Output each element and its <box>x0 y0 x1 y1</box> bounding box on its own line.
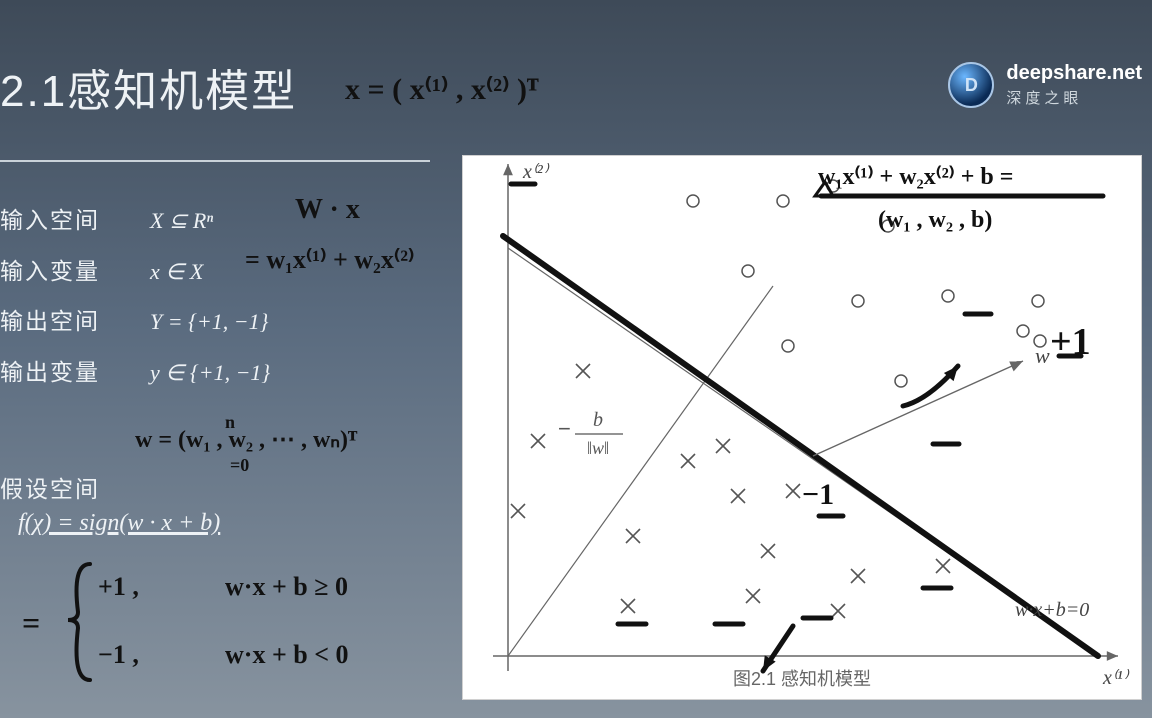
handwriting-text: +1 <box>1050 320 1091 364</box>
def-row: 输出变量y ∈ {+1, −1} <box>0 347 270 398</box>
handwriting-text: (w₁ , w₂ , b) <box>878 207 992 234</box>
hypothesis-label: 假设空间 <box>0 470 220 504</box>
handwriting-text: w·x + b ≥ 0 <box>225 572 348 602</box>
def-math: X ⊆ Rⁿ <box>150 197 213 245</box>
def-math: y ∈ {+1, −1} <box>150 349 270 397</box>
handwriting-text: w₁x⁽¹⁾ + w₂x⁽²⁾ + b = <box>818 162 1013 191</box>
def-math: Y = {+1, −1} <box>150 298 268 346</box>
perceptron-figure: x⁽²⁾x⁽¹⁾ww·x+b=0−b‖w‖ 图2.1 感知机模型 <box>462 155 1142 700</box>
brand-logo-letter: D <box>965 75 978 96</box>
hypothesis-math: f(χ) = sign(w · x + b) <box>0 510 220 537</box>
brand-logo-icon: D <box>948 62 994 108</box>
brand: D deepshare.net 深度之眼 <box>948 62 1142 108</box>
handwriting-text: +1 , <box>98 572 139 602</box>
svg-text:‖w‖: ‖w‖ <box>587 438 609 458</box>
def-math: x ∈ X <box>150 248 203 296</box>
handwriting-text: w = (w₁ , w₂ , ⋯ , wₙ)ᵀ <box>135 425 357 454</box>
def-row: 输出空间Y = {+1, −1} <box>0 296 270 347</box>
svg-text:b: b <box>593 409 603 431</box>
title-divider <box>0 160 430 162</box>
svg-text:x⁽¹⁾: x⁽¹⁾ <box>1102 667 1130 689</box>
handwriting-text: −1 , <box>98 640 139 670</box>
def-label: 输入变量 <box>0 246 150 297</box>
svg-text:−: − <box>558 416 571 441</box>
handwriting-text: n <box>225 412 235 433</box>
handwriting-text: w·x + b < 0 <box>225 640 349 670</box>
handwriting-text: x = ( x⁽¹⁾ , x⁽²⁾ )ᵀ <box>345 72 539 107</box>
handwriting-text: −1 <box>802 478 834 512</box>
def-label: 输出变量 <box>0 347 150 398</box>
hypothesis-block: 假设空间 f(χ) = sign(w · x + b) <box>0 470 220 537</box>
piecewise-brace-icon <box>66 560 100 688</box>
def-label: 输出空间 <box>0 296 150 347</box>
definitions-block: 输入空间X ⊆ Rⁿ 输入变量x ∈ X 输出空间Y = {+1, −1} 输出… <box>0 195 270 397</box>
slide: 2.1感知机模型 D deepshare.net 深度之眼 输入空间X ⊆ Rⁿ… <box>0 0 1152 718</box>
brand-name: deepshare.net <box>1006 62 1142 85</box>
handwriting-text: = w₁x⁽¹⁾ + w₂x⁽²⁾ <box>245 245 414 275</box>
def-row: 输入变量x ∈ X <box>0 246 270 297</box>
figure-svg: x⁽²⁾x⁽¹⁾ww·x+b=0−b‖w‖ <box>463 156 1143 701</box>
def-row: 输入空间X ⊆ Rⁿ <box>0 195 270 246</box>
handwriting-text: W · x <box>295 194 360 226</box>
handwriting-text: = <box>22 605 40 642</box>
svg-text:w·x+b=0: w·x+b=0 <box>1015 599 1089 621</box>
brand-text: deepshare.net 深度之眼 <box>1006 62 1142 108</box>
handwriting-text: =0 <box>230 455 249 476</box>
brand-sub: 深度之眼 <box>1006 87 1142 108</box>
def-label: 输入空间 <box>0 195 150 246</box>
svg-text:x⁽²⁾: x⁽²⁾ <box>522 161 550 183</box>
page-title: 2.1感知机模型 <box>0 55 297 119</box>
figure-caption: 图2.1 感知机模型 <box>733 665 871 691</box>
